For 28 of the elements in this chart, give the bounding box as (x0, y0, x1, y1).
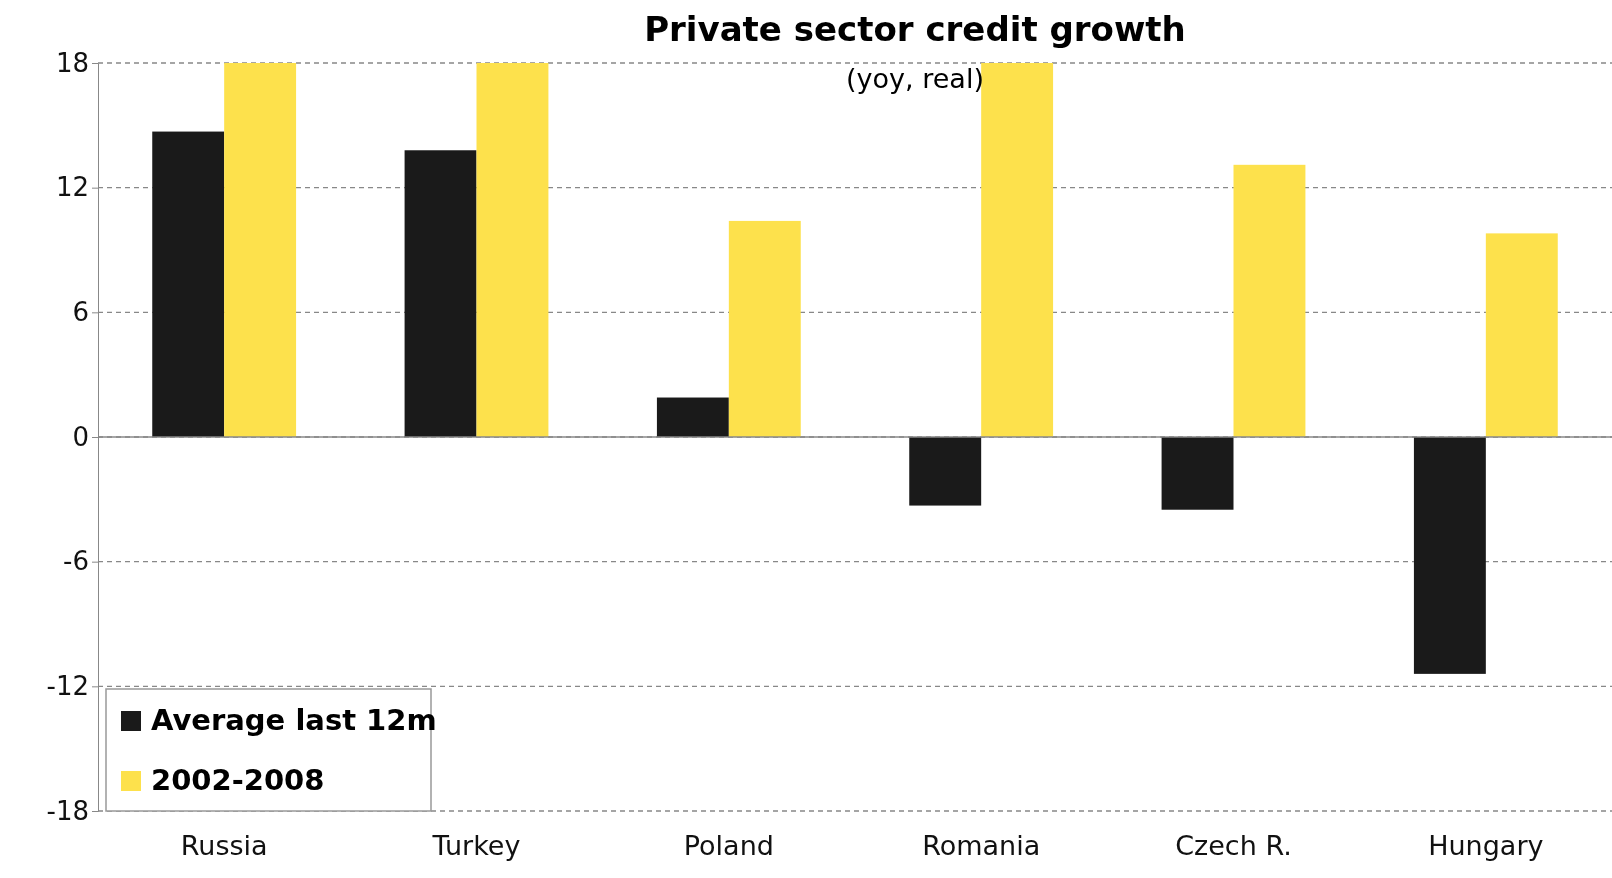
y-tick-label: -6 (63, 546, 89, 577)
legend-label: 2002-2008 (151, 763, 325, 797)
x-tick-label: Poland (683, 829, 774, 861)
x-tick-label: Turkey (431, 829, 521, 861)
x-tick-label: Russia (180, 829, 268, 861)
y-tick-label: -12 (46, 671, 89, 702)
bar (1233, 164, 1306, 437)
bar (404, 150, 477, 437)
y-tick-label: 6 (72, 297, 89, 328)
y-tick-label: -18 (46, 795, 89, 826)
bar (981, 63, 1054, 437)
bar (224, 63, 297, 437)
bar (1413, 437, 1486, 674)
bar (1485, 233, 1558, 437)
x-tick-label: Hungary (1428, 829, 1544, 861)
legend-label: Average last 12m (151, 703, 437, 737)
x-tick-label: Czech R. (1175, 829, 1292, 861)
bar (656, 397, 729, 437)
y-tick-label: 0 (72, 421, 89, 452)
bar (476, 63, 549, 437)
chart-title: Private sector credit growth (644, 9, 1186, 49)
bar (909, 437, 982, 506)
bar (1161, 437, 1234, 510)
y-tick-label: 18 (55, 47, 89, 78)
bar (728, 220, 801, 437)
x-tick-label: Romania (922, 829, 1041, 861)
y-tick-label: 12 (55, 172, 89, 203)
bar (152, 131, 225, 437)
